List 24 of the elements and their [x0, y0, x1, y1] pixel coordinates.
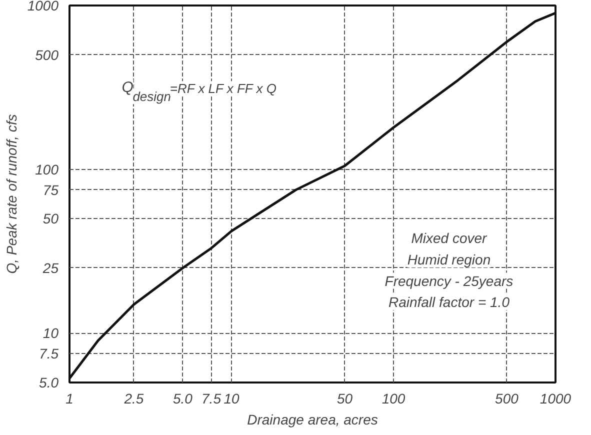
y-tick-label: 1000 — [27, 0, 59, 14]
y-tick-label: 50 — [42, 210, 59, 227]
x-tick-label: 50 — [336, 390, 353, 406]
x-tick-label: 10 — [224, 390, 240, 406]
x-tick-label: 1000 — [540, 390, 572, 406]
y-tick-label: 100 — [35, 161, 59, 178]
y-tick-label: 7.5 — [39, 346, 59, 362]
x-tick-label: 7.5 — [202, 390, 222, 406]
y-tick-label: 5.0 — [39, 374, 59, 390]
annotation: Frequency - 25years — [384, 272, 514, 289]
y-tick-label: 500 — [35, 46, 59, 63]
annotation: Rainfall factor = 1.0 — [388, 294, 510, 310]
x-tick-label: 2.5 — [123, 390, 144, 406]
y-tick-label: 75 — [42, 182, 59, 198]
x-tick-label: 1 — [66, 390, 74, 406]
y-tick-label: 25 — [42, 260, 59, 276]
x-tick-label: 5.0 — [173, 390, 193, 406]
y-axis-title: Q, Peak rate of runoff, cfs — [3, 114, 20, 274]
x-tick-label: 100 — [382, 390, 406, 406]
y-tick-label: 10 — [42, 325, 59, 342]
x-tick-label: 500 — [495, 390, 519, 406]
annotation: Mixed cover — [411, 230, 488, 246]
x-axis-title: Drainage area, acres — [247, 412, 378, 428]
annotation: Humid region — [407, 251, 491, 268]
